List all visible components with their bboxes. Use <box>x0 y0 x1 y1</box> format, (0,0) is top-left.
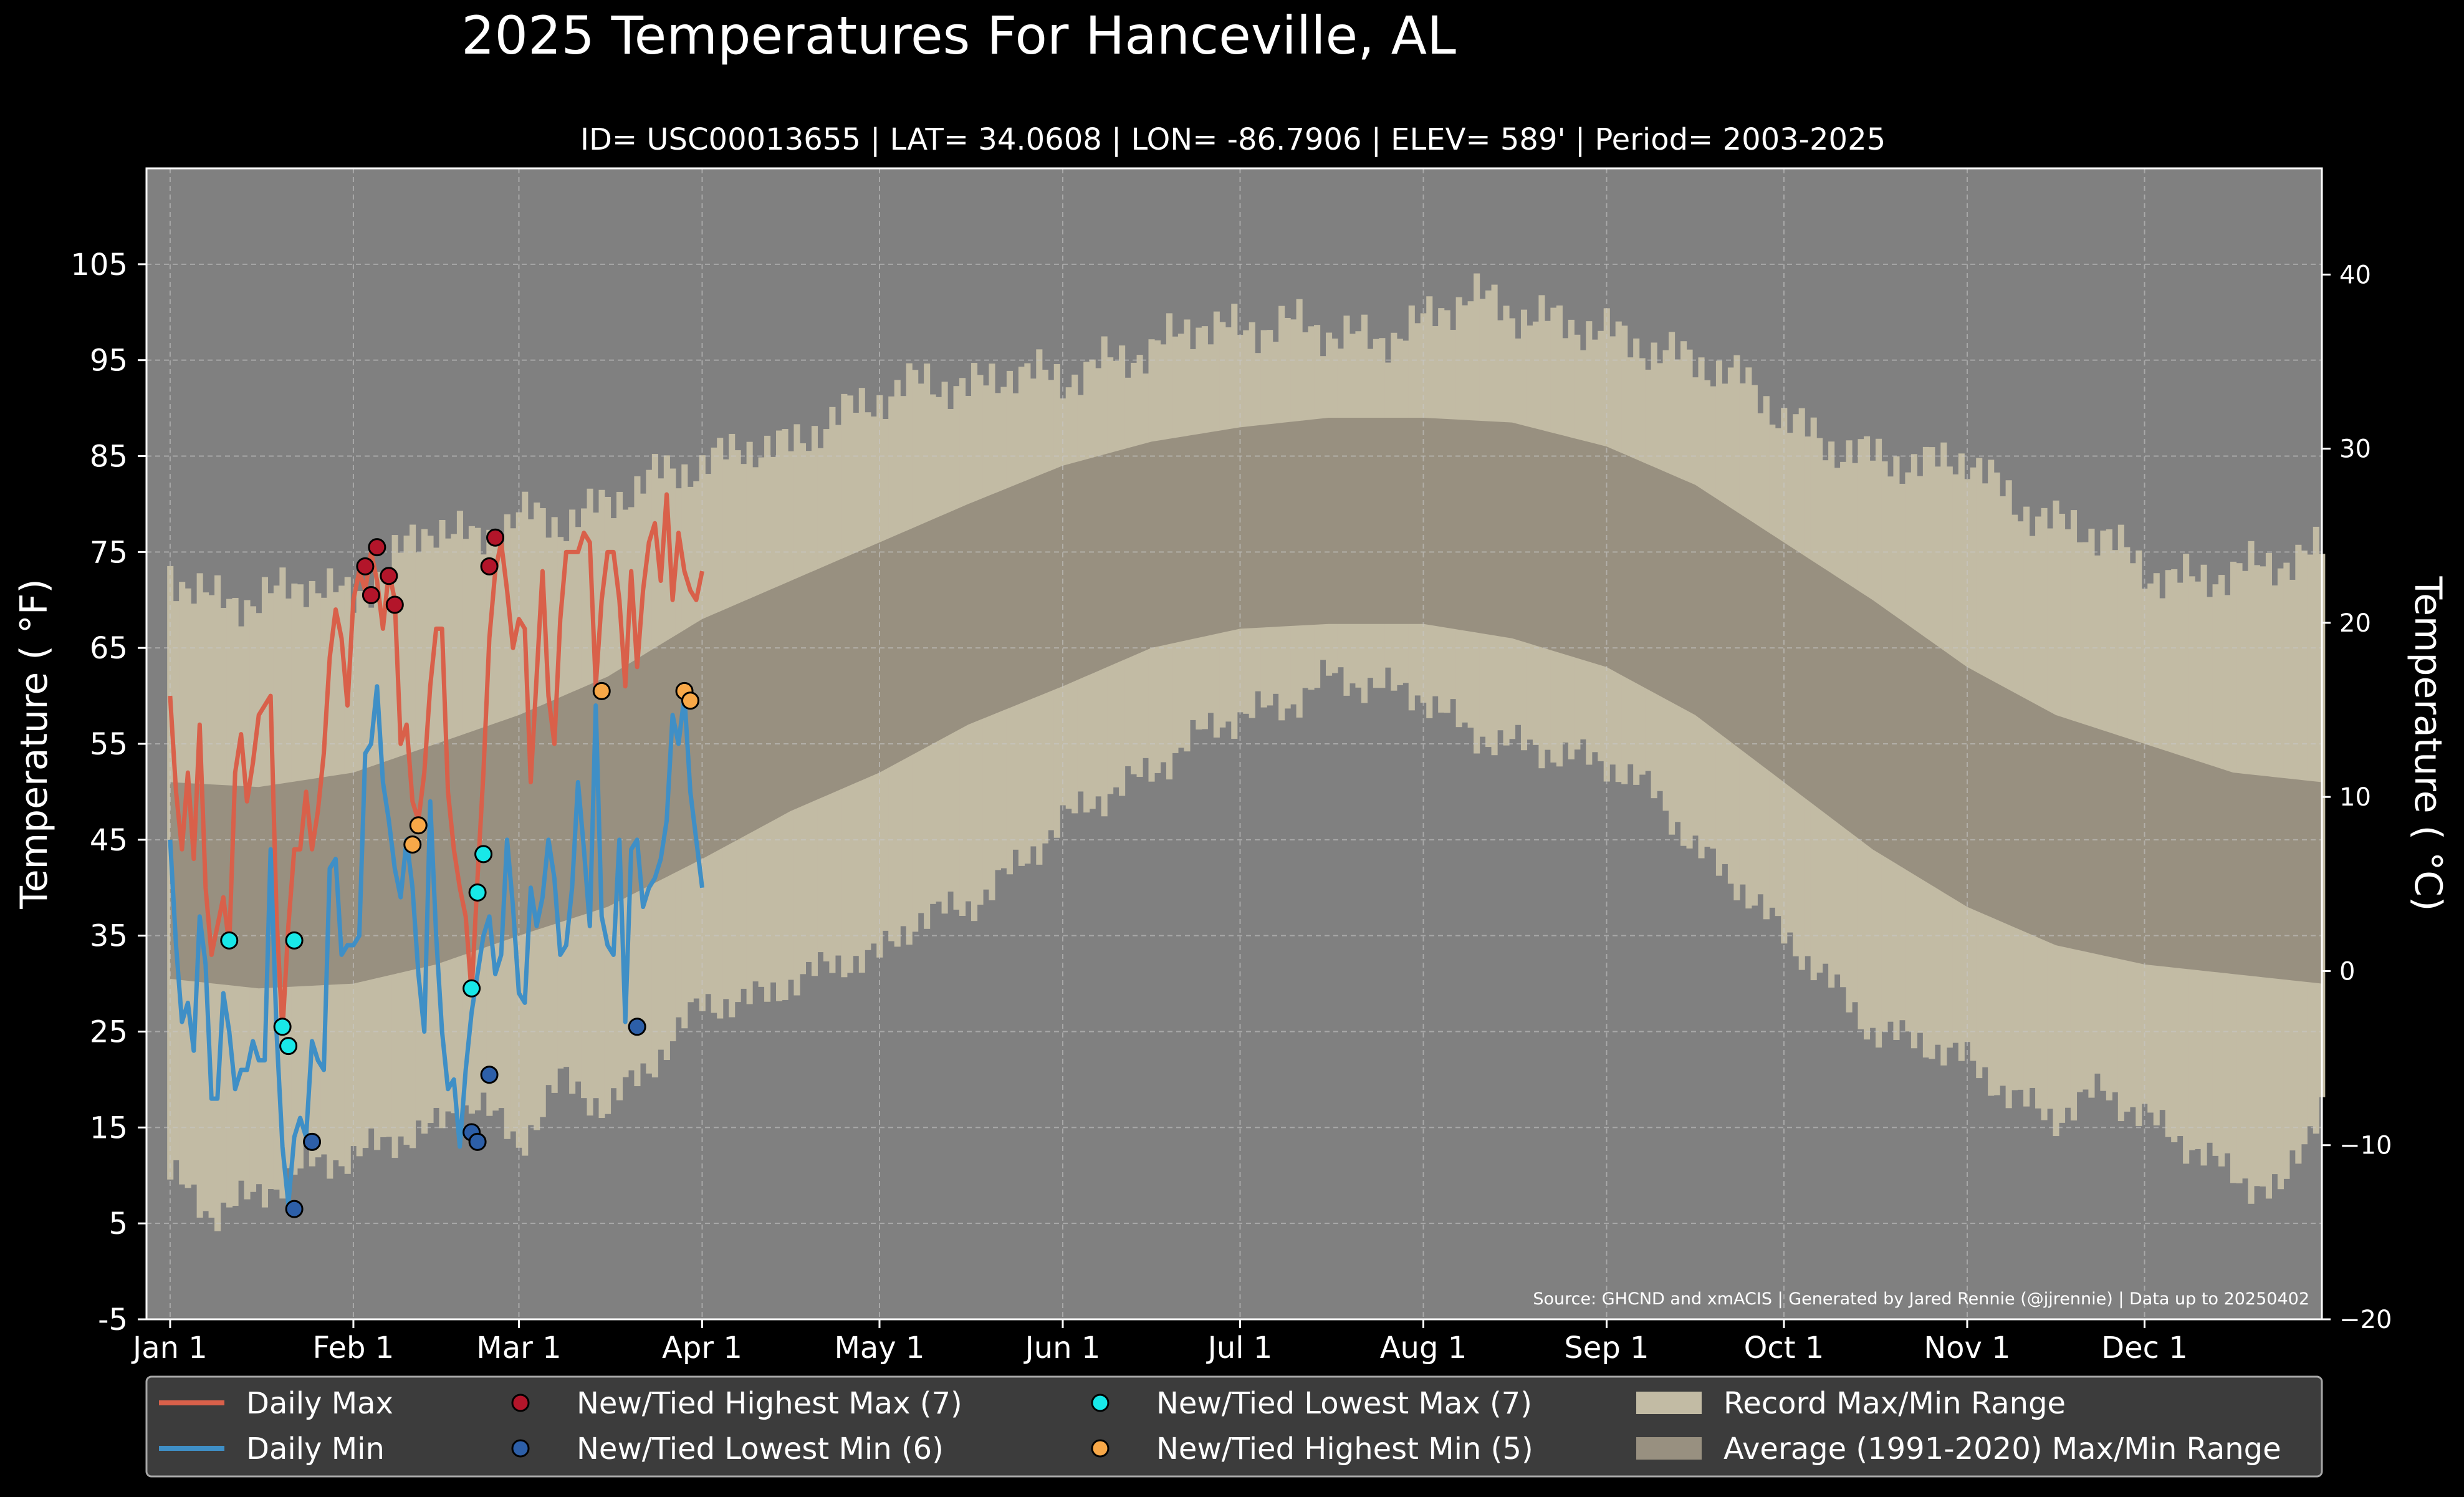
legend-label: New/Tied Lowest Min (6) <box>577 1432 944 1466</box>
highest-max-marker <box>362 586 380 605</box>
record-markers-layer <box>220 528 699 1218</box>
lowest-max-marker <box>463 979 481 998</box>
highest-max-marker <box>356 557 375 575</box>
y-tick-label: 35 <box>90 919 128 954</box>
x-tick-label: May 1 <box>834 1331 924 1365</box>
legend-label: Record Max/Min Range <box>1723 1386 2066 1421</box>
left-y-axis: -5 5 15 25 35 45 55 65 75 85 95 105 <box>70 248 146 1337</box>
highest-min-marker <box>409 816 428 835</box>
legend-dot-swatch <box>1091 1394 1110 1412</box>
lowest-max-marker <box>285 931 304 950</box>
y-tick-label: 75 <box>90 535 128 570</box>
legend-patch-swatch <box>1636 1437 1702 1460</box>
y-tick-label: 5 <box>108 1206 128 1241</box>
series-layer <box>168 492 704 1206</box>
legend-dot-swatch <box>511 1439 530 1458</box>
lowest-min-marker <box>285 1200 304 1218</box>
x-tick-label: Jan 1 <box>131 1331 208 1365</box>
y-right-tick-label: 40 <box>2339 261 2371 289</box>
legend-label: Daily Max <box>246 1386 393 1421</box>
x-tick-label: Sep 1 <box>1564 1331 1649 1365</box>
legend: Daily Max Daily Min New/Tied Highest Max (… <box>145 1375 2323 1478</box>
source-note: Source: GHCND and xmACIS | Generated by … <box>1533 1289 2309 1309</box>
highest-max-marker <box>385 595 404 614</box>
lowest-max-marker <box>273 1018 292 1036</box>
lowest-min-marker <box>468 1132 487 1151</box>
x-tick-label: Apr 1 <box>662 1331 742 1365</box>
y-right-tick-label: −10 <box>2339 1132 2392 1160</box>
y-right-tick-label: 30 <box>2339 435 2371 464</box>
legend-box <box>145 1375 2323 1478</box>
x-axis: Jan 1 Feb 1 Mar 1 Apr 1 May 1 Jun 1 Jul 1 Aug 1… <box>131 1319 2188 1365</box>
legend-label: New/Tied Highest Min (5) <box>1156 1432 1533 1466</box>
y-right-tick-label: −20 <box>2339 1306 2392 1334</box>
lowest-min-marker <box>480 1066 499 1084</box>
y-tick-label: 85 <box>90 440 128 474</box>
legend-label: New/Tied Lowest Max (7) <box>1156 1386 1532 1421</box>
y-tick-label: 45 <box>90 823 128 858</box>
legend-label: Daily Min <box>246 1432 385 1466</box>
highest-max-marker <box>368 538 386 557</box>
x-tick-label: Nov 1 <box>1924 1331 2010 1365</box>
chart-subtitle: ID= USC00013655 | LAT= 34.0608 | LON= -8… <box>580 122 1886 157</box>
legend-dot-swatch <box>1091 1439 1110 1458</box>
y-right-tick-label: 20 <box>2339 609 2371 638</box>
y-tick-label: 15 <box>90 1110 128 1145</box>
chart-title: 2025 Temperatures For Hanceville, AL <box>461 5 1456 66</box>
highest-min-marker <box>403 835 422 854</box>
y-tick-label: 105 <box>70 248 128 282</box>
x-tick-label: Jul 1 <box>1206 1331 1273 1365</box>
y-tick-label: 55 <box>90 727 128 762</box>
lowest-min-marker <box>628 1018 646 1036</box>
average-range-layer <box>170 417 2322 989</box>
x-tick-label: Oct 1 <box>1744 1331 1824 1365</box>
x-tick-label: Mar 1 <box>476 1331 561 1365</box>
daily-max-line <box>168 492 704 1034</box>
highest-max-marker <box>486 528 505 547</box>
x-tick-label: Dec 1 <box>2101 1331 2188 1365</box>
x-tick-label: Jun 1 <box>1023 1331 1101 1365</box>
legend-label: Average (1991-2020) Max/Min Range <box>1723 1432 2281 1466</box>
y-tick-label: 95 <box>90 344 128 378</box>
x-tick-label: Aug 1 <box>1380 1331 1467 1365</box>
highest-max-marker <box>480 557 499 575</box>
y-tick-label: 65 <box>90 631 128 666</box>
lowest-max-marker <box>220 931 239 950</box>
average-range-band <box>170 417 2322 989</box>
legend-label: New/Tied Highest Max (7) <box>577 1386 962 1421</box>
y-right-tick-label: 10 <box>2339 783 2371 812</box>
highest-max-marker <box>380 567 398 585</box>
highest-min-marker <box>592 681 611 700</box>
legend-patch-swatch <box>1636 1392 1702 1414</box>
x-tick-label: Feb 1 <box>313 1331 395 1365</box>
y-right-tick-label: 0 <box>2339 957 2355 986</box>
y-tick-label: -5 <box>98 1302 128 1337</box>
daily-min-line <box>168 684 704 1206</box>
lowest-max-marker <box>279 1037 298 1056</box>
lowest-max-marker <box>468 883 487 902</box>
right-y-axis: −20 −10 0 10 20 30 40 <box>2322 261 2392 1334</box>
y-axis-label-right: Temperature ( °C) <box>2406 576 2450 912</box>
y-tick-label: 25 <box>90 1015 128 1050</box>
lowest-max-marker <box>474 845 493 864</box>
y-axis-label-left: Temperature ( °F) <box>12 579 56 910</box>
highest-min-marker <box>681 691 699 710</box>
lowest-min-marker <box>303 1132 322 1151</box>
legend-dot-swatch <box>511 1394 530 1412</box>
